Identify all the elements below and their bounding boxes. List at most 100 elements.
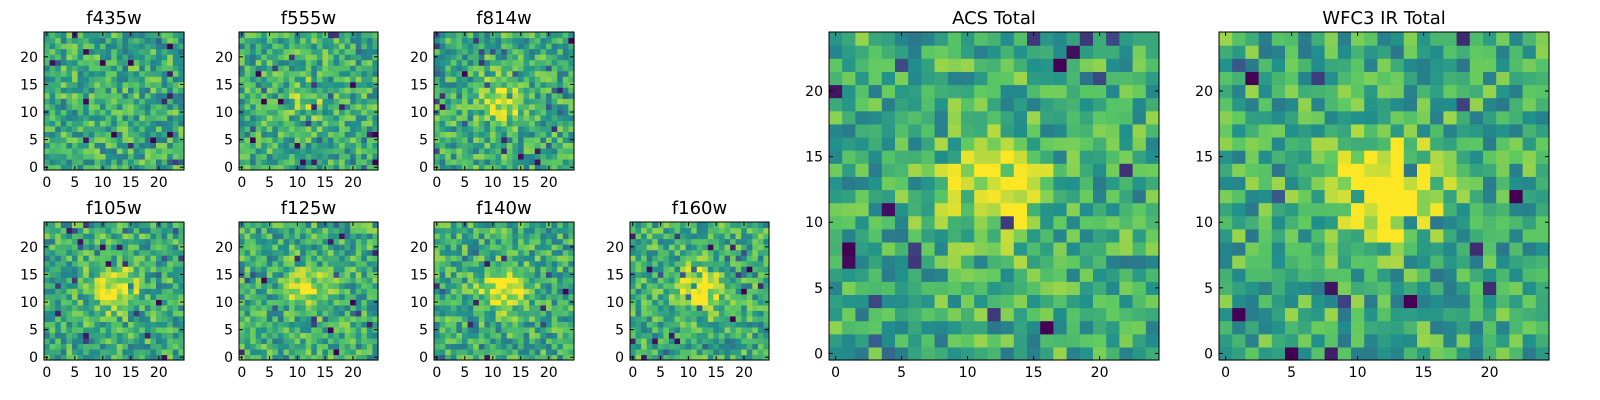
heatmap-cell — [1066, 268, 1081, 282]
heatmap-cell — [266, 142, 273, 149]
heatmap-cell — [344, 103, 351, 110]
heatmap-cell — [49, 98, 56, 105]
heatmap-cell — [674, 277, 681, 284]
heatmap-cell — [172, 326, 179, 333]
heatmap-cell — [77, 332, 84, 339]
heatmap-cell — [646, 354, 653, 361]
heatmap-cell — [128, 271, 135, 278]
heatmap-cell — [908, 255, 922, 269]
heatmap-cell — [730, 348, 737, 356]
heatmap-cell — [250, 120, 257, 127]
heatmap-cell — [300, 348, 307, 356]
heatmap-cell — [546, 131, 553, 138]
heatmap-cell — [261, 337, 268, 345]
heatmap-cell — [311, 164, 318, 171]
heatmap-cell — [462, 238, 469, 245]
heatmap-cell — [361, 125, 368, 132]
heatmap-cell — [261, 233, 268, 240]
heatmap-cell — [456, 87, 463, 94]
heatmap-cell — [316, 87, 323, 94]
heatmap-cell — [272, 222, 279, 229]
heatmap-cell — [255, 255, 262, 262]
heatmap-cell — [178, 153, 185, 160]
heatmap-cell — [450, 98, 457, 105]
heatmap-cell — [1000, 202, 1015, 217]
heatmap-cell — [355, 37, 362, 44]
heatmap-cell — [518, 348, 525, 356]
heatmap-cell — [546, 238, 553, 245]
heatmap-cell — [718, 255, 726, 262]
heatmap-cell — [156, 109, 163, 116]
heatmap-cell — [289, 249, 296, 256]
x-tick-label: 10 — [288, 365, 306, 381]
heatmap-cell — [562, 92, 569, 99]
heatmap-cell — [490, 92, 497, 99]
heatmap-cell — [506, 158, 513, 166]
heatmap-cell — [707, 293, 714, 300]
heatmap-cell — [557, 222, 564, 229]
heatmap-cell — [83, 288, 90, 295]
heatmap-cell — [94, 87, 101, 94]
heatmap-cell — [167, 271, 174, 278]
heatmap-cell — [289, 282, 296, 289]
heatmap-cell — [663, 233, 670, 240]
heatmap-cell — [908, 346, 922, 361]
heatmap-cell — [512, 343, 519, 350]
heatmap-cell — [72, 98, 79, 105]
heatmap-cell — [490, 114, 497, 121]
heatmap-cell — [546, 153, 553, 160]
heatmap-cell — [707, 310, 714, 317]
heatmap-cell — [557, 310, 564, 317]
heatmap-cell — [657, 282, 664, 289]
heatmap-cell — [434, 227, 441, 234]
heatmap-cell — [289, 343, 296, 350]
heatmap-cell — [344, 32, 351, 39]
heatmap-cell — [523, 114, 530, 121]
heatmap-cell — [501, 260, 508, 267]
heatmap-cell — [172, 92, 179, 99]
heatmap-cell — [88, 81, 95, 88]
heatmap-cell — [322, 125, 329, 132]
heatmap-cell — [178, 114, 185, 121]
heatmap-cell — [333, 120, 340, 127]
heatmap-cell — [735, 266, 742, 273]
heatmap-cell — [239, 348, 246, 356]
heatmap-cell — [355, 266, 362, 273]
heatmap-cell — [1027, 346, 1041, 361]
heatmap-cell — [752, 332, 759, 339]
heatmap-cell — [518, 288, 525, 295]
heatmap-cell — [333, 103, 340, 110]
heatmap-cell — [855, 202, 870, 217]
heatmap-cell — [934, 176, 949, 191]
heatmap-cell — [161, 244, 168, 251]
heatmap-cell — [445, 304, 452, 311]
heatmap-cell — [434, 70, 441, 77]
heatmap-cell — [239, 48, 246, 55]
heatmap-cell — [484, 43, 491, 50]
heatmap-cell — [702, 244, 709, 251]
heatmap-cell — [261, 332, 268, 339]
heatmap-cell — [88, 76, 95, 83]
heatmap-cell — [239, 43, 246, 50]
heatmap-cell — [178, 310, 185, 317]
heatmap-cell — [518, 255, 525, 262]
heatmap-cell — [49, 76, 56, 83]
heatmap-cell — [167, 315, 174, 322]
heatmap-cell — [557, 343, 564, 350]
heatmap-cell — [289, 37, 296, 44]
heatmap-cell — [495, 266, 502, 273]
heatmap-cell — [668, 315, 676, 322]
heatmap-cell — [361, 277, 368, 284]
heatmap-cell — [44, 70, 51, 77]
heatmap-cell — [484, 54, 491, 61]
heatmap-cell — [735, 321, 742, 328]
heatmap-cell — [339, 315, 346, 322]
heatmap-cell — [724, 222, 731, 229]
heatmap-cell — [546, 321, 553, 328]
heatmap-cell — [523, 153, 530, 160]
heatmap-cell — [261, 348, 268, 356]
heatmap-cell — [105, 125, 112, 132]
heatmap-cell — [60, 249, 67, 256]
heatmap-cell — [355, 277, 362, 284]
